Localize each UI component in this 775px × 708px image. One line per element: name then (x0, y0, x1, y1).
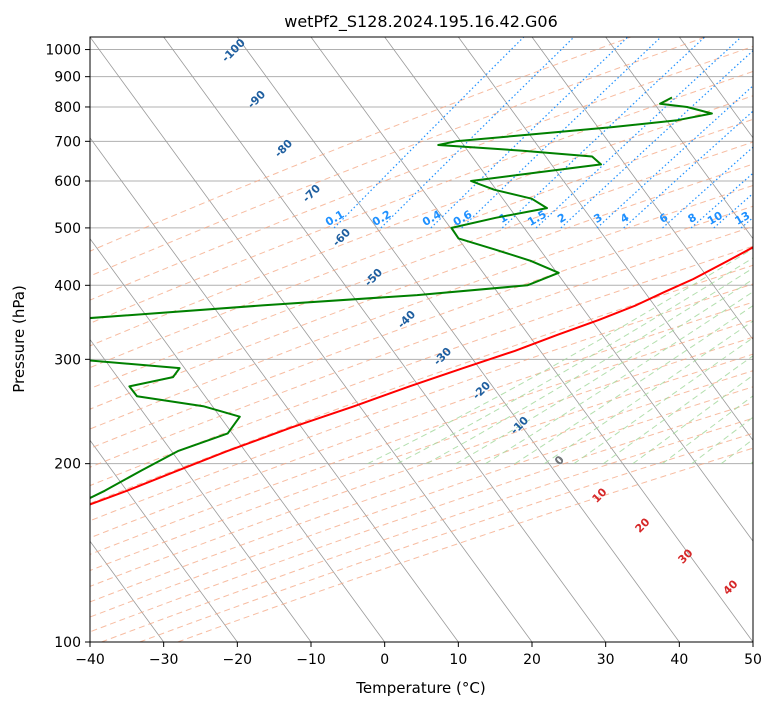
y-tick-label: 500 (54, 221, 81, 237)
moist-adiabat-line (603, 355, 753, 465)
x-tick-label: 0 (380, 652, 389, 668)
dry-adiabat-line (90, 37, 706, 277)
mixing-ratio-line (535, 37, 742, 229)
moist-adiabat-line (367, 248, 753, 465)
y-tick-label: 100 (54, 635, 81, 651)
dry-adiabat-line (177, 447, 753, 642)
mixing-ratio-line (713, 192, 753, 229)
y-tick-label: 900 (54, 70, 81, 86)
x-tick-label: −20 (223, 652, 253, 668)
isotherm-line (90, 439, 238, 642)
y-tick-label: 400 (54, 278, 81, 294)
mixing-ratio-line (763, 37, 775, 228)
x-tick-label: 20 (523, 652, 541, 668)
dry-adiabat-line (90, 402, 753, 633)
y-tick-label: 700 (54, 134, 81, 150)
isotherm-line (90, 338, 312, 642)
dry-adiabat-line (90, 283, 753, 522)
x-tick-label: 30 (597, 652, 615, 668)
dry-adiabat-line (139, 432, 753, 642)
axes: −40 −30 −20 −10 0 10 20 30 40 50 100 200 300 400 500 60… (45, 43, 762, 668)
chart-title: wetPf2_S128.2024.195.16.42.G06 (284, 12, 558, 32)
isotherm-line (458, 37, 753, 442)
isotherm-line (384, 37, 753, 542)
x-tick-label: −10 (296, 652, 326, 668)
mixing-ratio-line (596, 84, 753, 229)
dry-adiabat-line (90, 225, 753, 468)
x-tick-label: 40 (670, 652, 688, 668)
temperature-profile (90, 246, 753, 506)
plot-frame (89, 36, 754, 643)
isotherm-line (605, 37, 753, 240)
dry-adiabat-line (90, 95, 753, 347)
dewpoint-profile (90, 96, 713, 500)
mixing-ratio-line (430, 37, 629, 229)
plot-background (90, 37, 753, 642)
y-tick-label: 800 (54, 100, 81, 116)
mixing-ratio-line (333, 37, 525, 229)
dry-adiabat-line (90, 336, 753, 572)
x-axis-label: Temperature (°C) (355, 679, 485, 697)
dry-adiabat-line (90, 163, 753, 410)
y-tick-label: 300 (54, 352, 81, 368)
dry-adiabat-line (90, 264, 753, 504)
isotherm-line (90, 237, 385, 642)
isotherm-line (531, 37, 753, 341)
moist-adiabat-line (426, 267, 753, 465)
x-tick-label: −40 (75, 652, 105, 668)
mixing-ratio-line (380, 37, 575, 229)
y-axis-label: Pressure (hPa) (10, 285, 28, 393)
y-tick-label: 200 (54, 457, 81, 473)
x-tick-label: 50 (744, 652, 762, 668)
dry-adiabat-line (90, 184, 753, 430)
moist-adiabat-line (750, 461, 753, 465)
moist-adiabat-line (485, 291, 753, 465)
dry-adiabat-line (90, 118, 753, 369)
dry-adiabat-line (90, 319, 753, 555)
moist-adiabat-line (573, 337, 753, 465)
isotherm-line (90, 37, 533, 642)
isotherm-line (237, 37, 680, 642)
x-tick-label: 10 (449, 652, 467, 668)
mixing-ratio-line (560, 49, 753, 229)
dry-adiabat-line (90, 370, 753, 603)
x-tick-label: −30 (149, 652, 179, 668)
plot-area: 0.1 0.2 0.4 0.6 1 1.5 2 3 4 6 8 10 13-100-90-80-70-6… (90, 37, 775, 642)
moist-adiabat-line (632, 374, 753, 465)
y-tick-label: 600 (54, 174, 81, 190)
y-tick-label: 1000 (45, 43, 81, 59)
isotherm-line (163, 37, 606, 642)
isotherm-line (752, 37, 753, 38)
